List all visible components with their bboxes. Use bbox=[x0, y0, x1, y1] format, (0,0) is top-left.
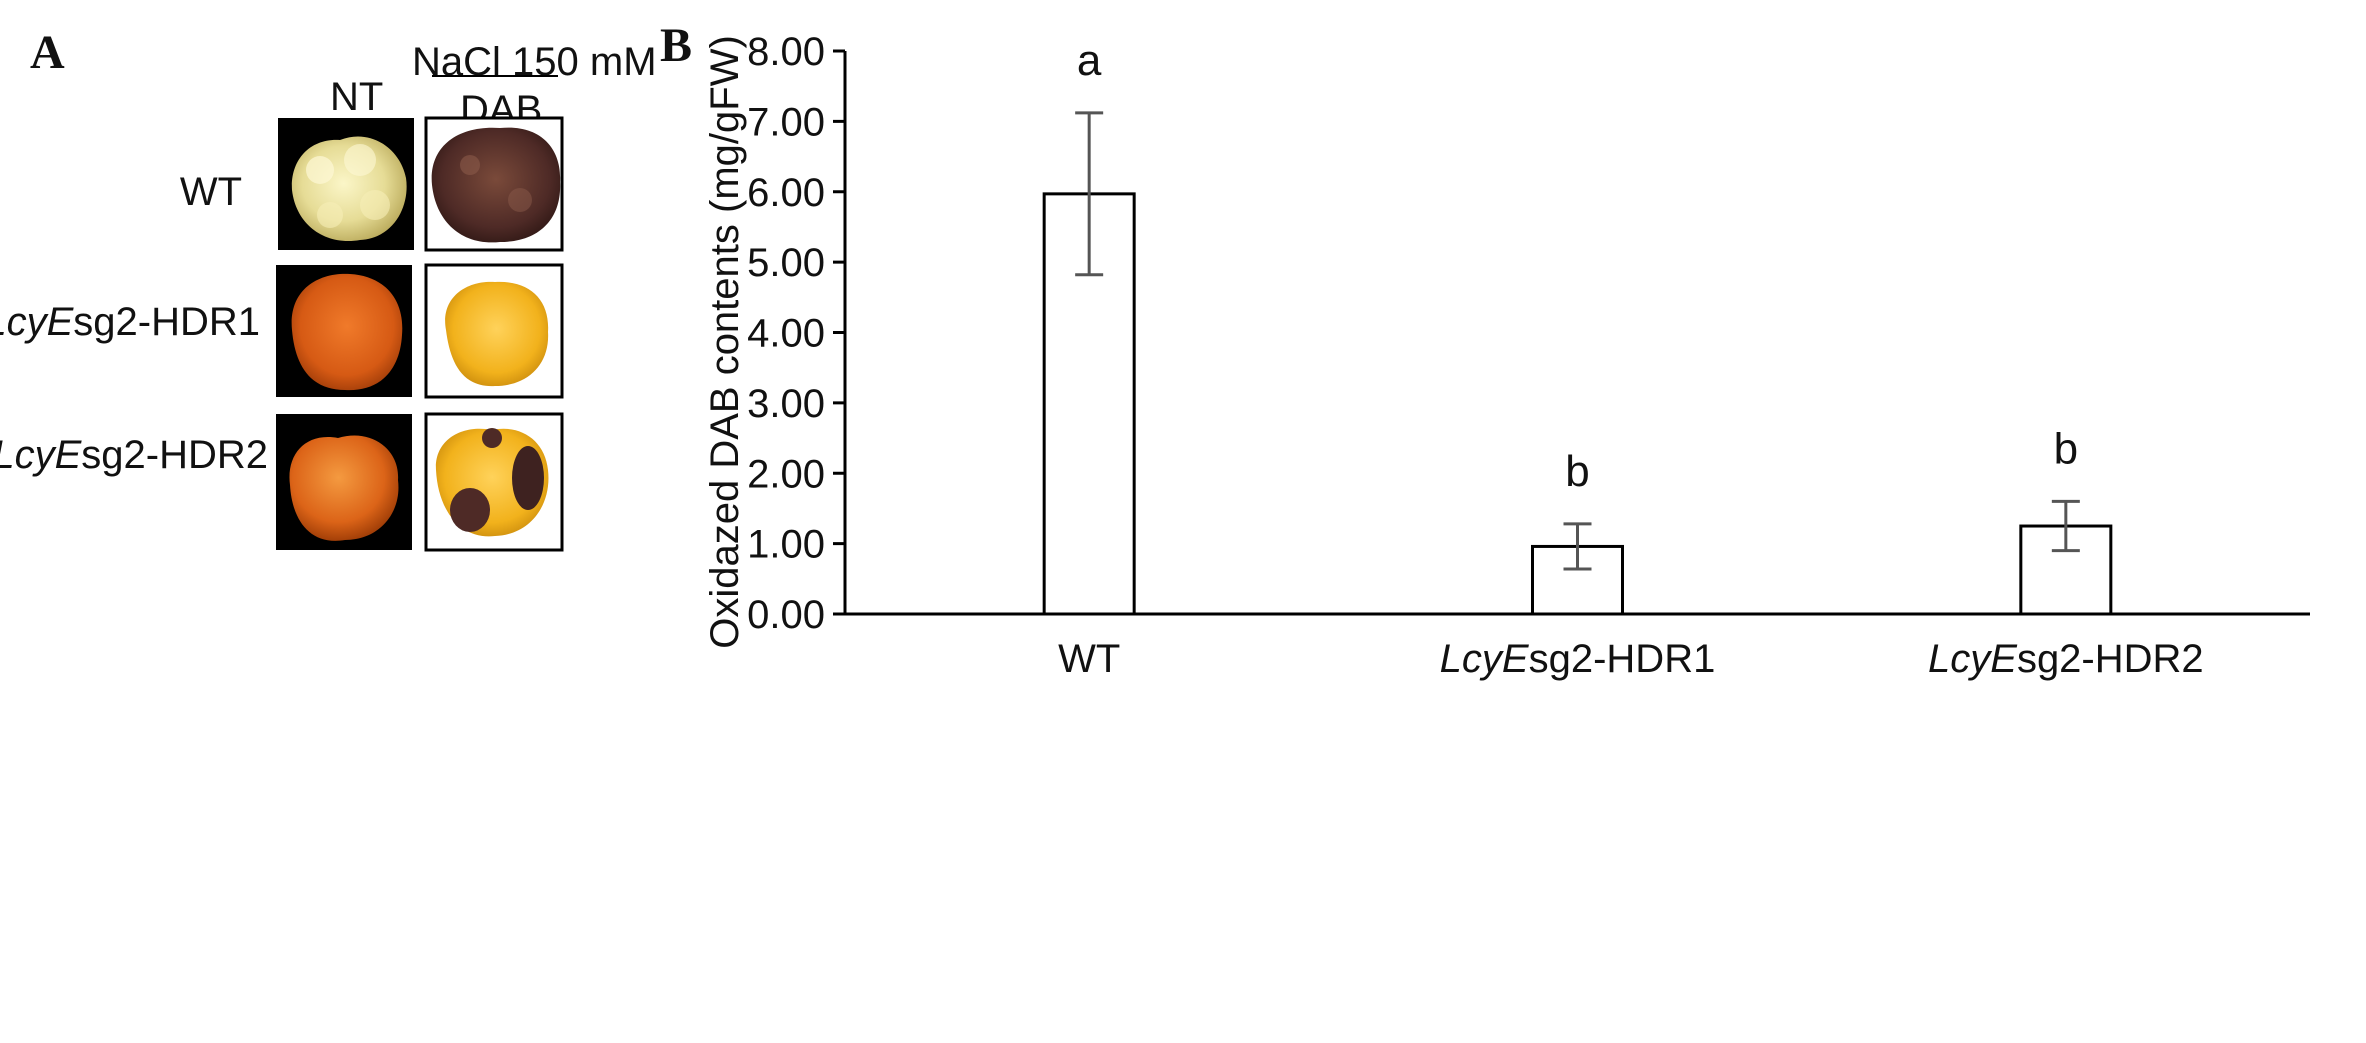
y-tick-label: 6.00 bbox=[747, 171, 825, 215]
significance-letter: b bbox=[1565, 447, 1589, 496]
y-tick-label: 8.00 bbox=[747, 30, 825, 74]
y-tick-label: 7.00 bbox=[747, 100, 825, 144]
row-label-wt: WT bbox=[179, 170, 242, 214]
row-label-hdr1: LcyEsg2-HDR1 bbox=[0, 300, 260, 344]
x-tick-label: LcyEsg2-HDR2 bbox=[1928, 637, 2204, 681]
error-bars bbox=[1075, 111, 2080, 571]
y-axis-label: Oxidazed DAB contents (mg/gFW) bbox=[703, 35, 747, 649]
treatment-underline bbox=[432, 75, 558, 77]
x-tick-label: LcyEsg2-HDR1 bbox=[1440, 637, 1716, 681]
significance-letter: a bbox=[1077, 36, 1102, 85]
y-tick-label: 0.00 bbox=[747, 593, 825, 637]
col-label-nt: NT bbox=[330, 75, 384, 119]
y-tick-label: 2.00 bbox=[747, 452, 825, 496]
callus-photo-grid bbox=[276, 116, 564, 552]
x-tick-labels: WT LcyEsg2-HDR1 LcyEsg2-HDR2 bbox=[1058, 637, 2204, 681]
x-tick-label: WT bbox=[1058, 637, 1120, 681]
y-tick-label: 4.00 bbox=[747, 312, 825, 356]
y-tick-label: 3.00 bbox=[747, 382, 825, 426]
panel-b-letter: B bbox=[660, 19, 693, 72]
y-tick-label: 5.00 bbox=[747, 241, 825, 285]
significance-letter: b bbox=[2054, 424, 2078, 473]
y-tick-label: 1.00 bbox=[747, 523, 825, 567]
panel-a-letter: A bbox=[30, 26, 65, 79]
row-label-hdr2: LcyEsg2-HDR2 bbox=[0, 433, 268, 477]
significance-letters: a b b bbox=[1077, 36, 2078, 496]
